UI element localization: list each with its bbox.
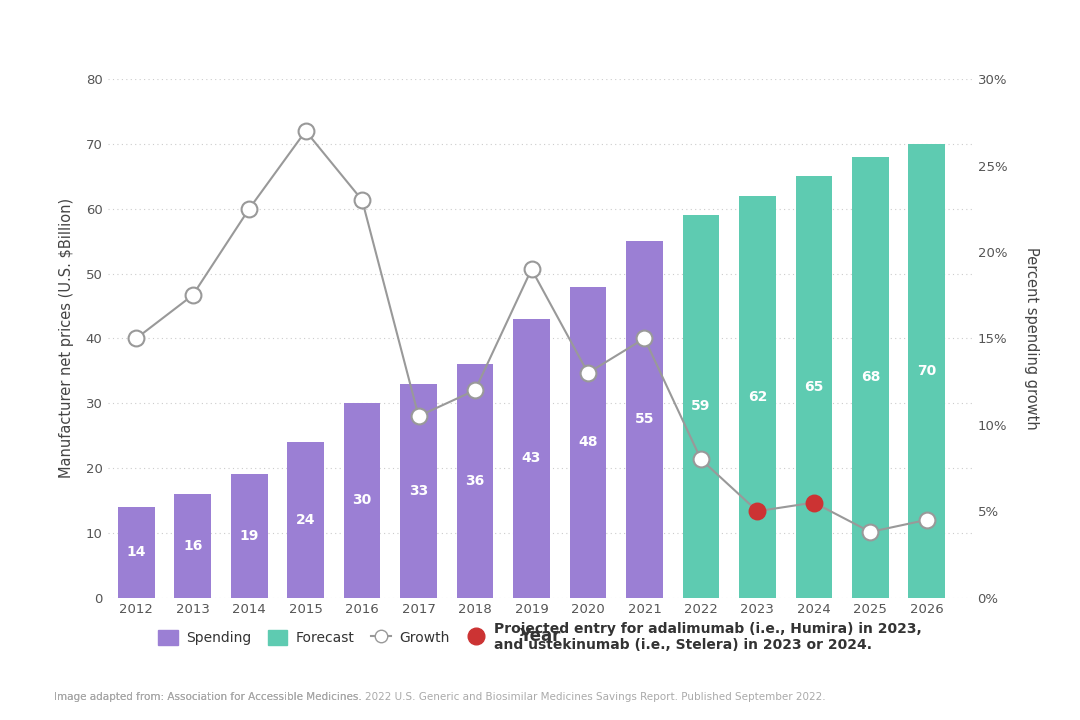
- Text: 68: 68: [861, 370, 880, 384]
- Point: [184, 289, 201, 301]
- Text: 16: 16: [183, 539, 202, 553]
- Bar: [569, 287, 606, 598]
- Y-axis label: Manufacturer net prices (U.S. $Billion): Manufacturer net prices (U.S. $Billion): [59, 198, 75, 479]
- Bar: [457, 364, 494, 598]
- Text: 36: 36: [465, 474, 485, 488]
- Bar: [513, 319, 550, 598]
- Point: [692, 454, 710, 465]
- Text: 30: 30: [352, 493, 372, 508]
- X-axis label: Year: Year: [519, 627, 561, 645]
- Point: [918, 514, 935, 526]
- Bar: [174, 494, 211, 598]
- Text: 14: 14: [126, 545, 146, 559]
- Bar: [118, 507, 154, 598]
- Point: [127, 333, 145, 344]
- Point: [467, 384, 484, 396]
- Bar: [683, 215, 719, 598]
- Point: [862, 526, 879, 538]
- Point: [241, 203, 258, 215]
- Text: 48: 48: [578, 435, 597, 449]
- Bar: [796, 176, 833, 598]
- Text: 19: 19: [240, 529, 259, 543]
- Text: 70: 70: [917, 364, 936, 378]
- Bar: [852, 157, 889, 598]
- Point: [353, 194, 370, 206]
- Bar: [908, 144, 945, 598]
- Text: 55: 55: [635, 413, 654, 426]
- Bar: [626, 241, 663, 598]
- Text: 59: 59: [691, 400, 711, 413]
- Point: [297, 125, 314, 137]
- Legend: Spending, Forecast, Growth, Projected entry for adalimumab (i.e., Humira) in 202: Spending, Forecast, Growth, Projected en…: [159, 621, 921, 652]
- Bar: [231, 474, 268, 598]
- Bar: [739, 196, 775, 598]
- Text: Image adapted from: Association for Accessible Medicines. 2022 U.S. Generic and : Image adapted from: Association for Acce…: [54, 692, 825, 702]
- Point: [523, 264, 540, 275]
- Text: Image adapted from: Association for Accessible Medicines.: Image adapted from: Association for Acce…: [54, 692, 365, 702]
- Point: [806, 497, 823, 508]
- Bar: [343, 403, 380, 598]
- Bar: [401, 384, 437, 598]
- Point: [748, 505, 766, 517]
- Point: [636, 333, 653, 344]
- Point: [579, 367, 596, 379]
- Text: 65: 65: [805, 380, 824, 394]
- Text: 62: 62: [747, 390, 767, 404]
- Point: [410, 410, 428, 422]
- Text: 33: 33: [409, 484, 428, 498]
- Text: 43: 43: [522, 451, 541, 465]
- Text: 24: 24: [296, 513, 315, 527]
- Y-axis label: Percent spending growth: Percent spending growth: [1024, 247, 1039, 430]
- Bar: [287, 442, 324, 598]
